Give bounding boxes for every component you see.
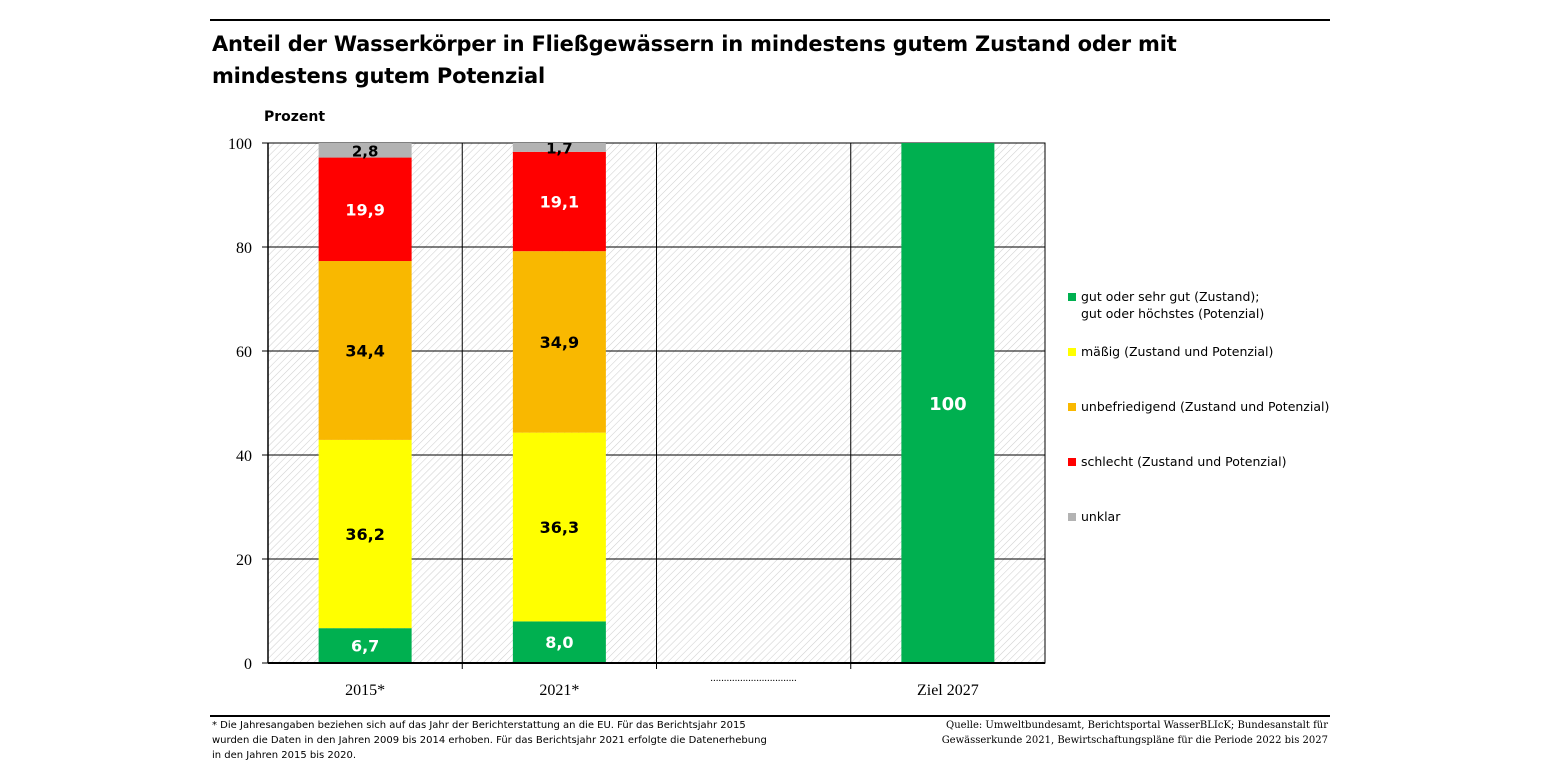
y-tick-label: 100 [228, 136, 252, 153]
top-rule [210, 19, 1330, 21]
legend-swatch [1068, 513, 1076, 521]
data-label: 34,4 [345, 341, 384, 360]
legend-label: unbefriedigend (Zustand und Potenzial) [1081, 399, 1330, 414]
legend-label: gut oder sehr gut (Zustand); gut oder hö… [1081, 289, 1265, 321]
legend-label: unklar [1081, 509, 1121, 524]
legend-swatch [1068, 403, 1076, 411]
legend-label: schlecht (Zustand und Potenzial) [1081, 454, 1287, 469]
bar-segment [512, 143, 606, 152]
chart-title: Anteil der Wasserkörper in Fließgewässer… [212, 32, 1177, 88]
y-axis-label: Prozent [264, 109, 325, 125]
bar-segment [318, 261, 412, 440]
bar-segment [318, 157, 412, 262]
data-label: 19,1 [540, 193, 579, 212]
x-tick-label: Ziel 2027 [917, 682, 979, 699]
data-label: 100 [929, 394, 967, 415]
footnote: * Die Jahresangaben beziehen sich auf da… [212, 720, 767, 761]
legend-swatch [1068, 348, 1076, 356]
y-tick-label: 20 [236, 552, 252, 569]
legend-label: mäßig (Zustand und Potenzial) [1081, 344, 1274, 359]
y-tick-label: 0 [244, 656, 252, 673]
y-tick-label: 60 [236, 344, 252, 361]
x-tick-label: 2021* [539, 682, 579, 699]
bar-segment [512, 621, 606, 663]
bar-segment [901, 143, 995, 663]
source-note: Quelle: Umweltbundesamt, Berichtsportal … [941, 720, 1328, 746]
data-label: 36,2 [345, 525, 384, 544]
bottom-rule [210, 715, 1330, 717]
bar-segment [512, 251, 606, 433]
bar-segment [318, 143, 412, 158]
x-placeholder-label: ................................ [710, 673, 796, 684]
data-label: 19,9 [345, 200, 384, 219]
legend-swatch [1068, 293, 1076, 301]
data-label: 2,8 [352, 142, 379, 160]
data-label: 34,9 [540, 333, 579, 352]
data-label: 1,7 [546, 139, 573, 157]
data-label: 36,3 [540, 518, 579, 537]
legend-swatch [1068, 458, 1076, 466]
bar-segment [512, 432, 606, 622]
y-tick-label: 80 [236, 240, 252, 257]
bar-segment [318, 628, 412, 663]
data-label: 6,7 [351, 637, 379, 656]
y-tick-label: 40 [236, 448, 252, 465]
data-label: 8,0 [545, 633, 573, 652]
bar-segment [512, 151, 606, 252]
x-tick-label: 2015* [345, 682, 385, 699]
bar-segment [318, 439, 412, 629]
